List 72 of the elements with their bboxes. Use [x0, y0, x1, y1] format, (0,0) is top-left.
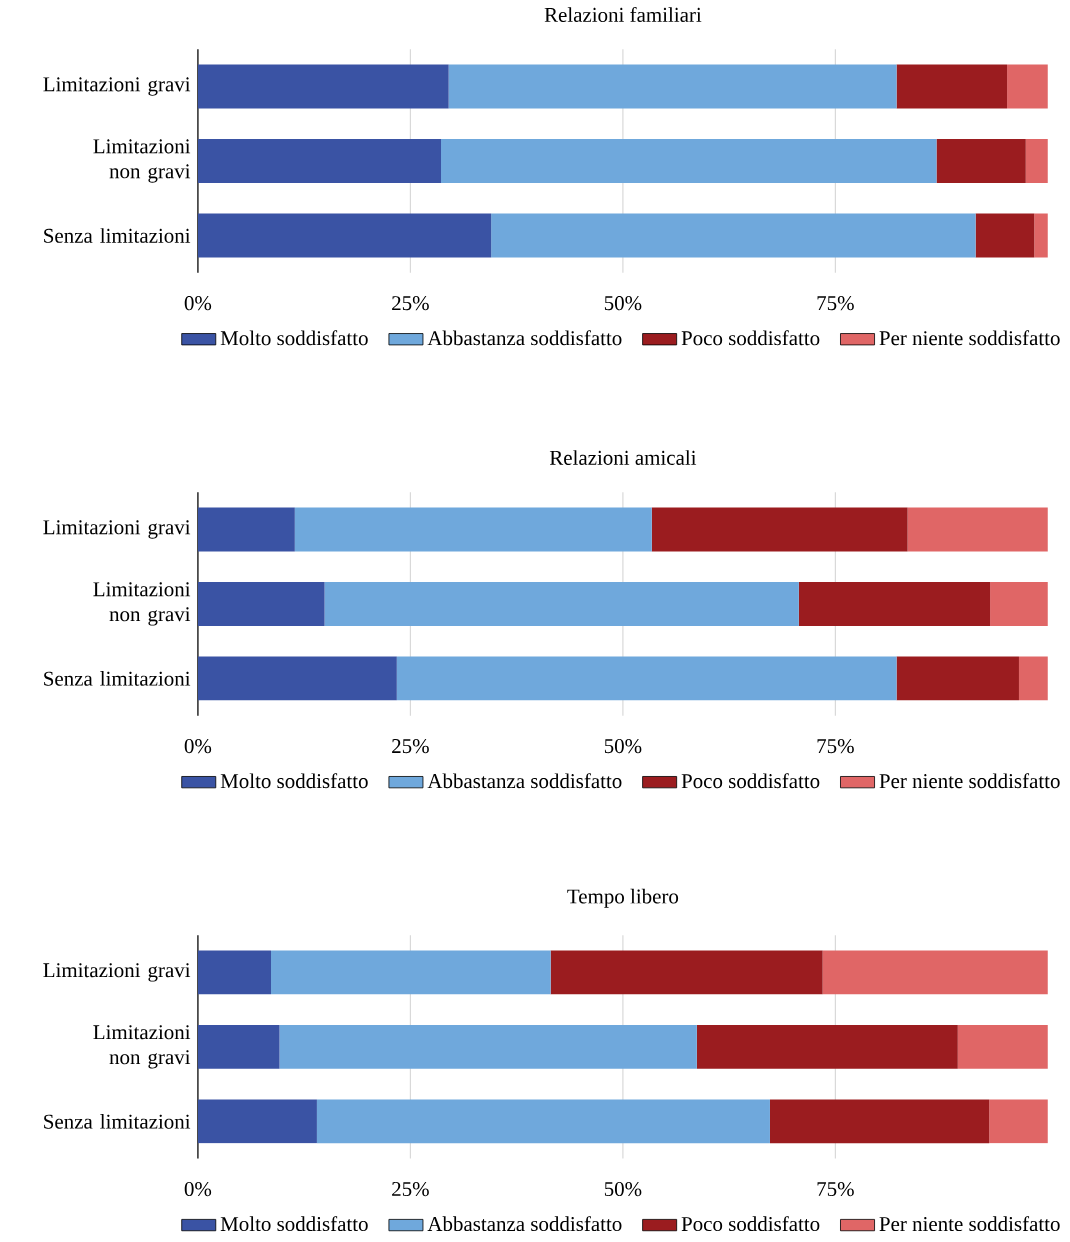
x-tick-label: 25% [391, 739, 429, 754]
x-tick-label: 50% [604, 739, 642, 754]
bar [975, 213, 1035, 258]
chart-title: Relazioni familiari [544, 7, 702, 22]
bar [490, 213, 976, 258]
bar [957, 1024, 1048, 1069]
legend-label: Abbastanza soddisfatto [427, 773, 622, 789]
x-tick-label: 0% [184, 1181, 211, 1197]
bar [197, 507, 295, 552]
legend-label: Molto soddisfatto [220, 330, 368, 346]
x-tick-label: 25% [391, 296, 429, 311]
bar [324, 581, 799, 626]
bar [651, 507, 908, 552]
legend-label: Molto soddisfatto [220, 1216, 368, 1232]
bar [1034, 213, 1048, 258]
y-tick-label: Limitazioni non gravi [93, 1025, 190, 1069]
bar [896, 64, 1007, 109]
bar [907, 507, 1048, 552]
y-tick-label: Limitazioni gravi [43, 77, 190, 96]
x-tick-label: 0% [184, 739, 211, 754]
bar [197, 581, 325, 626]
legend-label: Poco soddisfatto [681, 1216, 820, 1232]
bar [989, 1099, 1048, 1144]
bar [696, 1024, 958, 1069]
bar [197, 213, 491, 258]
bar [1006, 64, 1048, 109]
legend-label: Abbastanza soddisfatto [427, 1216, 622, 1232]
bar [396, 656, 897, 701]
bar [769, 1099, 990, 1144]
x-tick-label: 75% [817, 296, 854, 311]
chart-title: Tempo libero [567, 888, 678, 908]
x-tick-label: 0% [184, 296, 211, 311]
y-tick-label: Senza limitazioni [43, 1114, 190, 1129]
x-tick-label: 75% [817, 739, 854, 754]
x-tick-label: 50% [604, 1181, 642, 1197]
bar [197, 139, 441, 183]
x-tick-label: 25% [391, 1181, 429, 1197]
bar [896, 656, 1019, 701]
bar [316, 1099, 770, 1144]
y-tick-label: Limitazioni non gravi [93, 582, 190, 626]
bar [822, 950, 1048, 995]
legend-label: Abbastanza soddisfatto [427, 330, 622, 346]
bar [197, 950, 271, 995]
bar [989, 581, 1048, 626]
x-tick-label: 75% [817, 1181, 854, 1197]
legend-label: Per niente soddisfatto [879, 330, 1060, 346]
legend-label: Per niente soddisfatto [879, 1216, 1060, 1232]
bar [197, 1099, 317, 1144]
x-tick-label: 50% [604, 296, 642, 311]
bar [197, 656, 397, 701]
bar [197, 64, 449, 109]
legend-label: Molto soddisfatto [220, 773, 368, 789]
bar [270, 950, 551, 995]
bar [798, 581, 990, 626]
bar [197, 1024, 280, 1069]
y-tick-label: Limitazioni gravi [43, 963, 190, 982]
y-tick-label: Limitazioni non gravi [93, 139, 190, 183]
bar [936, 139, 1026, 183]
y-tick-label: Senza limitazioni [43, 671, 190, 686]
bar [448, 64, 897, 109]
bar [294, 507, 652, 552]
bar [1025, 139, 1048, 183]
y-tick-label: Limitazioni gravi [43, 520, 190, 539]
y-tick-label: Senza limitazioni [43, 228, 190, 243]
legend-label: Poco soddisfatto [681, 330, 820, 346]
bar [279, 1024, 697, 1069]
chart-title: Relazioni amicali [549, 450, 696, 465]
bar [440, 139, 937, 183]
bar [550, 950, 823, 995]
bar [1018, 656, 1048, 701]
legend-label: Per niente soddisfatto [879, 773, 1060, 789]
legend-label: Poco soddisfatto [681, 773, 820, 789]
